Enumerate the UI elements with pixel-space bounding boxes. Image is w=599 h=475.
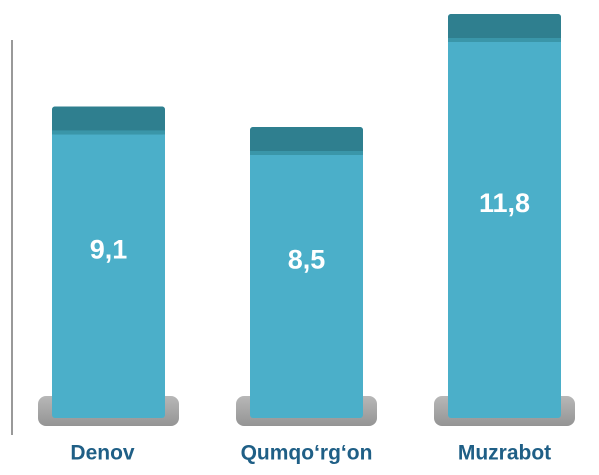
x-tick-label: Muzrabot (458, 442, 551, 465)
value-label: 8,5 (288, 245, 326, 275)
bar (52, 106, 165, 419)
bar-cap (52, 106, 165, 135)
x-tick-label: Denov (70, 442, 135, 465)
value-label: 11,8 (479, 188, 530, 218)
bar-cap-edge (250, 150, 363, 155)
bar-cap (250, 126, 363, 155)
value-label: 9,1 (90, 234, 128, 264)
bar-cap-edge (448, 38, 561, 42)
bar (250, 126, 363, 419)
bar-cap (448, 14, 561, 42)
bar-cap-edge (52, 130, 165, 135)
bar (448, 14, 561, 418)
x-tick-label: Qumqo‘rg‘on (241, 442, 373, 465)
